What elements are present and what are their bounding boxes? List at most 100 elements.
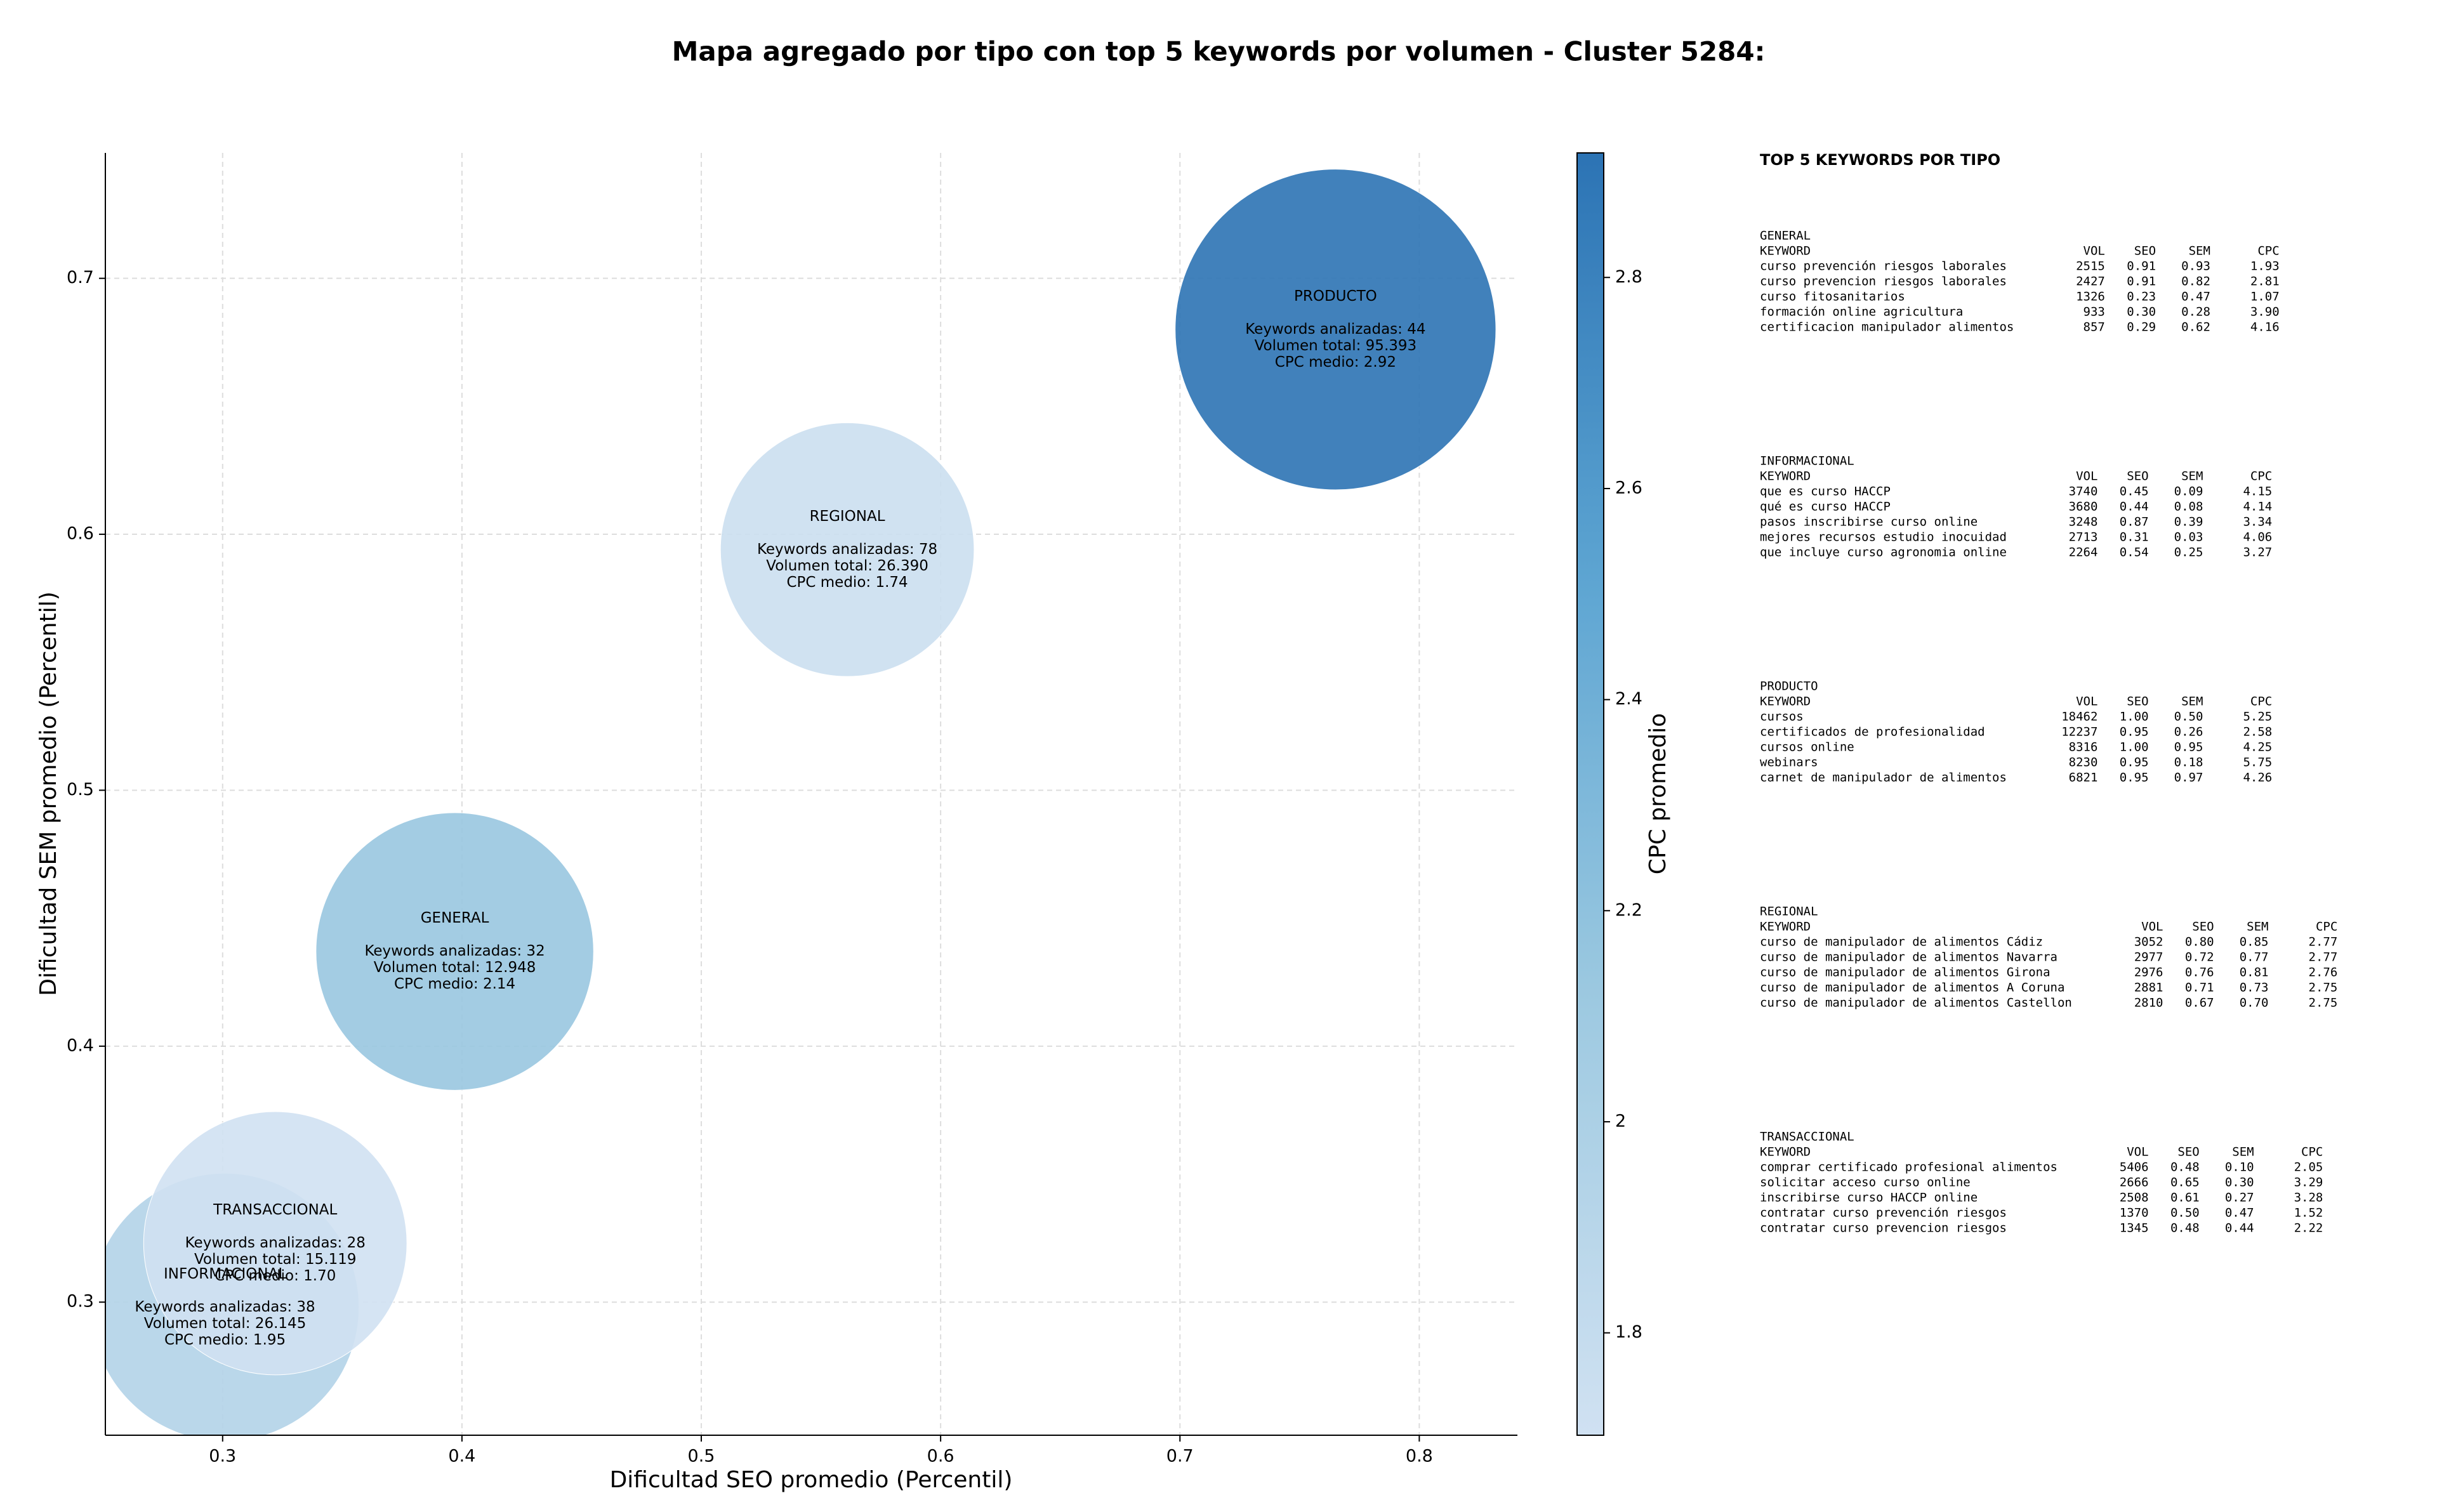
colorbar-label: CPC promedio <box>1645 713 1671 874</box>
table-cell: 6821 <box>2069 771 2098 785</box>
colorbar-tick-label: 1.8 <box>1615 1322 1642 1342</box>
table-cell: 0.47 <box>2181 290 2210 304</box>
bubble-detail: Keywords analizadas: 78 <box>757 541 937 558</box>
y-tick-label: 0.7 <box>67 268 94 287</box>
table-header: SEO <box>2127 695 2148 709</box>
table-cell: 5406 <box>2120 1160 2149 1174</box>
table-cell: 2881 <box>2134 981 2163 995</box>
table-cell: curso prevencion riesgos laborales <box>1760 275 2007 289</box>
table-cell: curso de manipulador de alimentos Castel… <box>1760 996 2072 1010</box>
table-header: VOL <box>2084 244 2105 258</box>
table-cell: curso de manipulador de alimentos A Coru… <box>1760 981 2064 995</box>
group-name: TRANSACCIONAL <box>1760 1130 1854 1144</box>
table-cell: qué es curso HACCP <box>1760 500 1891 514</box>
table-cell: 18462 <box>2061 710 2097 724</box>
table-header: KEYWORD <box>1760 920 1811 934</box>
table-header: KEYWORD <box>1760 244 1811 258</box>
table-cell: 0.95 <box>2120 725 2149 739</box>
table-cell: 0.71 <box>2185 981 2214 995</box>
table-cell: 0.97 <box>2174 771 2203 785</box>
bubble-detail: CPC medio: 2.92 <box>1275 354 1396 371</box>
y-tick-label: 0.6 <box>67 524 94 544</box>
y-tick-label: 0.3 <box>67 1292 94 1311</box>
bubble-detail: Volumen total: 26.145 <box>144 1315 307 1332</box>
table-cell: 2.58 <box>2243 725 2272 739</box>
colorbar-tick-label: 2.2 <box>1615 900 1642 920</box>
table-header: SEO <box>2134 244 2156 258</box>
bubble-detail: Volumen total: 95.393 <box>1255 338 1417 354</box>
table-cell: 1.00 <box>2120 740 2149 754</box>
table-header: CPC <box>2301 1145 2323 1159</box>
bubble-detail: Volumen total: 15.119 <box>194 1251 357 1268</box>
table-cell: 0.08 <box>2174 500 2203 514</box>
bubble-detail: Keywords analizadas: 44 <box>1245 321 1425 338</box>
table-cell: 2977 <box>2134 950 2163 964</box>
table-cell: 5.25 <box>2243 710 2272 724</box>
table-cell: 2713 <box>2069 530 2098 544</box>
table-cell: 0.50 <box>2170 1206 2200 1220</box>
group-name: INFORMACIONAL <box>1760 454 1854 468</box>
bubble-detail: CPC medio: 2.14 <box>394 976 515 992</box>
table-cell: 0.65 <box>2170 1176 2200 1190</box>
table-cell: 0.67 <box>2185 996 2214 1010</box>
bubble-name: REGIONAL <box>810 508 885 525</box>
bubble-detail: Keywords analizadas: 38 <box>135 1299 315 1315</box>
table-cell: 0.82 <box>2181 275 2210 289</box>
bubble-name: INFORMACIONAL <box>164 1266 286 1282</box>
table-cell: 5.75 <box>2243 756 2272 770</box>
table-cell: webinars <box>1760 756 1818 770</box>
table-cell: 4.14 <box>2243 500 2272 514</box>
group-name: PRODUCTO <box>1760 680 1818 694</box>
table-header: CPC <box>2316 920 2337 934</box>
table-cell: 8316 <box>2069 740 2098 754</box>
table-cell: 2.81 <box>2250 275 2280 289</box>
table-cell: 0.93 <box>2181 260 2210 273</box>
tables-title: TOP 5 KEYWORDS POR TIPO <box>1760 151 2000 169</box>
table-cell: 0.10 <box>2225 1160 2254 1174</box>
table-cell: 0.39 <box>2174 515 2203 529</box>
table-cell: 0.45 <box>2120 485 2149 499</box>
table-header: SEM <box>2181 695 2203 709</box>
table-cell: 4.16 <box>2250 320 2280 334</box>
table-cell: 0.31 <box>2120 530 2149 544</box>
table-cell: curso de manipulador de alimentos Cádiz <box>1760 935 2043 949</box>
table-cell: 2.75 <box>2309 996 2338 1010</box>
table-cell: 2515 <box>2076 260 2105 273</box>
table-cell: 0.85 <box>2240 935 2269 949</box>
table-cell: 3680 <box>2069 500 2098 514</box>
table-cell: 4.15 <box>2243 485 2272 499</box>
table-cell: 3052 <box>2134 935 2163 949</box>
x-tick-label: 0.8 <box>1406 1447 1433 1466</box>
table-cell: 3.28 <box>2294 1191 2323 1205</box>
y-axis-label: Dificultad SEM promedio (Percentil) <box>36 591 62 996</box>
table-cell: 2.22 <box>2294 1221 2323 1235</box>
table-cell: 0.27 <box>2225 1191 2254 1205</box>
table-header: VOL <box>2127 1145 2148 1159</box>
group-name: GENERAL <box>1760 229 1811 243</box>
table-cell: formación online agricultura <box>1760 305 1963 319</box>
table-cell: que incluye curso agronomia online <box>1760 546 2007 560</box>
table-cell: 12237 <box>2061 725 2097 739</box>
group-name: REGIONAL <box>1760 905 1818 919</box>
table-cell: 1345 <box>2120 1221 2149 1235</box>
table-cell: 0.95 <box>2174 740 2203 754</box>
chart-title: Mapa agregado por tipo con top 5 keyword… <box>672 36 1766 67</box>
table-cell: 0.87 <box>2120 515 2149 529</box>
table-cell: 3.29 <box>2294 1176 2323 1190</box>
x-tick-label: 0.3 <box>209 1447 236 1466</box>
table-cell: 2.75 <box>2309 981 2338 995</box>
table-cell: 0.77 <box>2240 950 2269 964</box>
table-cell: 0.25 <box>2174 546 2203 560</box>
table-cell: 2666 <box>2120 1176 2149 1190</box>
table-cell: 933 <box>2084 305 2105 319</box>
table-cell: 0.91 <box>2127 275 2156 289</box>
colorbar-tick-label: 2 <box>1615 1111 1626 1131</box>
bubble-detail: CPC medio: 1.74 <box>786 574 908 591</box>
table-cell: 2.05 <box>2294 1160 2323 1174</box>
table-cell: 0.47 <box>2225 1206 2254 1220</box>
table-cell: comprar certificado profesional alimento… <box>1760 1160 2057 1174</box>
table-cell: 0.28 <box>2181 305 2210 319</box>
table-cell: 0.81 <box>2240 966 2269 980</box>
table-header: VOL <box>2141 920 2163 934</box>
